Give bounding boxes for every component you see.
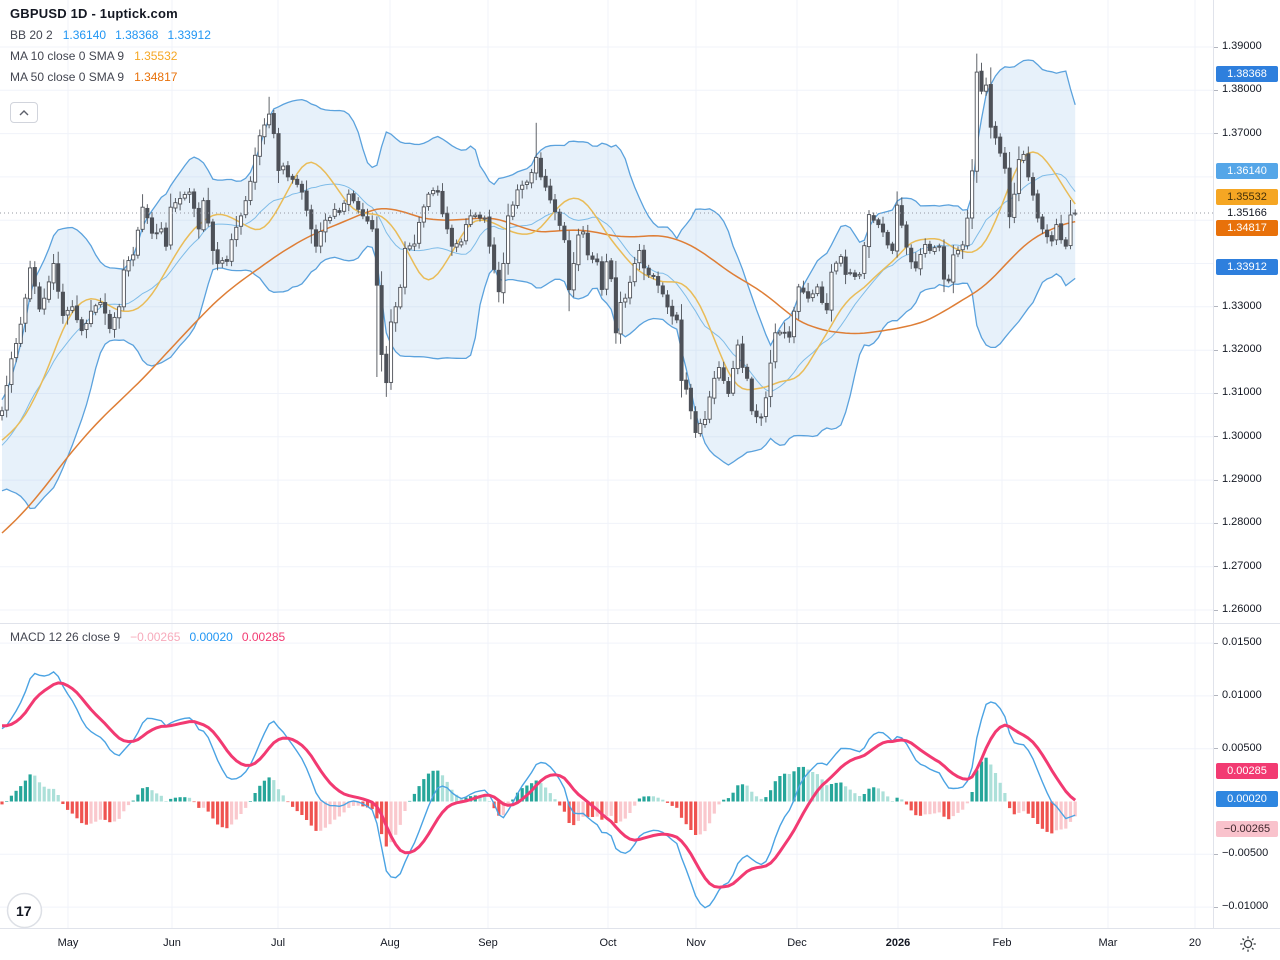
settings-icon[interactable]: [1239, 935, 1257, 953]
indicator-row-ma50[interactable]: MA 50 close 0 SMA 9 1.34817: [10, 70, 220, 84]
indicator-value: 1.33912: [167, 28, 211, 42]
price-axis-label: 1.31000: [1222, 386, 1262, 399]
price-axis-tick: [1214, 392, 1218, 394]
price-axis-tick: [1214, 522, 1218, 524]
tradingview-logo[interactable]: 17: [6, 892, 43, 929]
ma50-line: [1, 207, 1076, 534]
time-axis-label: Feb: [992, 937, 1012, 949]
time-axis-label: Aug: [380, 937, 400, 949]
macd-axis-label: 0.01500: [1222, 636, 1262, 649]
symbol-title: GBPUSD 1D - 1uptick.com: [10, 6, 178, 21]
macd-badge: −0.00265: [1216, 821, 1278, 838]
price-badge: 1.35532: [1216, 189, 1278, 206]
bollinger-basis-line: [1, 172, 1076, 446]
time-axis-label: Dec: [787, 937, 807, 949]
chevron-up-icon: [19, 109, 29, 115]
bollinger-upper-line: [1, 59, 1076, 401]
macd-signal-line: [1, 681, 1077, 889]
time-axis-label: Mar: [1098, 937, 1118, 949]
macd-axis-tick: [1214, 853, 1218, 855]
price-axis-label: 1.30000: [1222, 429, 1262, 442]
price-axis-label: 1.39000: [1222, 40, 1262, 52]
price-axis-label: 1.37000: [1222, 126, 1262, 139]
grid-lines: [0, 0, 1214, 928]
time-axis-label: Jun: [163, 937, 181, 949]
time-axis-label: Nov: [686, 937, 706, 949]
price-axis[interactable]: 1.39000 1.38000 1.37000 1.33000 1.32000 1.310…: [1214, 0, 1280, 928]
macd-axis-tick: [1214, 642, 1218, 644]
indicator-label-ma50[interactable]: MA 50 close 0 SMA 9: [10, 70, 125, 84]
indicator-row-bb[interactable]: BB 20 2 1.36140 1.38368 1.33912: [10, 28, 220, 42]
ma10-line: [1, 151, 1076, 441]
indicator-value: 1.34817: [134, 70, 178, 84]
chart-header: GBPUSD 1D - 1uptick.com BB 20 2 1.36140 1…: [10, 6, 220, 84]
macd-histogram: [0, 757, 1077, 847]
indicator-value: −0.00265: [130, 630, 181, 644]
price-axis-label: 1.29000: [1222, 473, 1262, 486]
macd-axis-tick: [1214, 748, 1218, 750]
price-badge: 1.34817: [1216, 220, 1278, 237]
price-badge: 1.33912: [1216, 259, 1278, 276]
sun-gear-icon: [1240, 936, 1256, 952]
indicator-values-macd: −0.00265 0.00020 0.00285: [130, 630, 294, 644]
time-axis-label: 20: [1188, 937, 1202, 949]
indicator-value: 0.00020: [189, 630, 233, 644]
indicator-label-macd[interactable]: MACD 12 26 close 9: [10, 630, 121, 644]
macd-axis-tick: [1214, 906, 1218, 908]
time-axis-label: Jul: [270, 937, 286, 949]
indicator-values-ma50: 1.34817: [134, 70, 186, 84]
indicator-row-macd[interactable]: MACD 12 26 close 9 −0.00265 0.00020 0.0028…: [10, 630, 294, 644]
macd-header: MACD 12 26 close 9 −0.00265 0.00020 0.0028…: [10, 630, 294, 644]
price-axis-label: 1.32000: [1222, 343, 1262, 356]
tradingview-logo-icon: 17: [6, 892, 43, 929]
time-axis-label: Sep: [478, 937, 498, 949]
price-axis-label: 1.38000: [1222, 83, 1262, 96]
price-axis-tick: [1214, 306, 1218, 308]
bollinger-fill: [2, 60, 1076, 509]
macd-axis-label: 0.01000: [1222, 688, 1262, 701]
price-axis-label: 1.28000: [1222, 516, 1262, 529]
price-axis-tick: [1214, 349, 1218, 351]
time-axis-label: May: [57, 937, 79, 949]
indicator-row-ma10[interactable]: MA 10 close 0 SMA 9 1.35532: [10, 49, 220, 63]
price-axis-tick: [1214, 609, 1218, 611]
macd-axis-label: −0.01000: [1222, 900, 1269, 913]
price-axis-label: 1.33000: [1222, 299, 1262, 312]
collapse-indicators-button[interactable]: [10, 102, 38, 123]
price-axis-tick: [1214, 436, 1218, 438]
last-price-label: 1.35166: [1216, 205, 1278, 221]
bollinger-lower-line: [1, 245, 1076, 510]
macd-axis-tick: [1214, 695, 1218, 697]
indicator-value: 0.00285: [241, 630, 286, 644]
price-badge: 1.36140: [1216, 162, 1278, 179]
macd-axis-label: 0.00500: [1222, 741, 1262, 754]
indicator-label-ma10[interactable]: MA 10 close 0 SMA 9: [10, 49, 125, 63]
indicator-value: 1.35532: [134, 49, 178, 63]
price-axis-tick: [1214, 566, 1218, 568]
price-axis-label: 1.27000: [1222, 559, 1262, 572]
macd-badge: 0.00020: [1216, 791, 1278, 808]
price-axis-tick: [1214, 46, 1218, 48]
time-axis-label: 2026: [885, 937, 911, 949]
macd-badge: 0.00285: [1216, 763, 1278, 780]
price-axis-tick: [1214, 479, 1218, 481]
indicator-label-bb[interactable]: BB 20 2: [10, 28, 53, 42]
price-axis-label: 1.26000: [1222, 603, 1262, 615]
macd-axis-label: −0.00500: [1222, 847, 1269, 860]
time-axis[interactable]: May Jun Jul Aug Sep Oct Nov Dec 2026 Feb Mar 20: [0, 929, 1280, 960]
indicator-value: 1.36140: [62, 28, 107, 42]
indicator-value: 1.38368: [115, 28, 159, 42]
price-badge: 1.38368: [1216, 66, 1278, 83]
indicator-values-bb: 1.36140 1.38368 1.33912: [63, 28, 220, 42]
price-axis-tick: [1214, 133, 1218, 135]
indicator-values-ma10: 1.35532: [134, 49, 186, 63]
time-axis-label: Oct: [599, 937, 617, 949]
svg-text:17: 17: [16, 903, 32, 919]
candlesticks: [0, 53, 1078, 438]
price-axis-tick: [1214, 89, 1218, 91]
macd-line: [1, 671, 1076, 909]
